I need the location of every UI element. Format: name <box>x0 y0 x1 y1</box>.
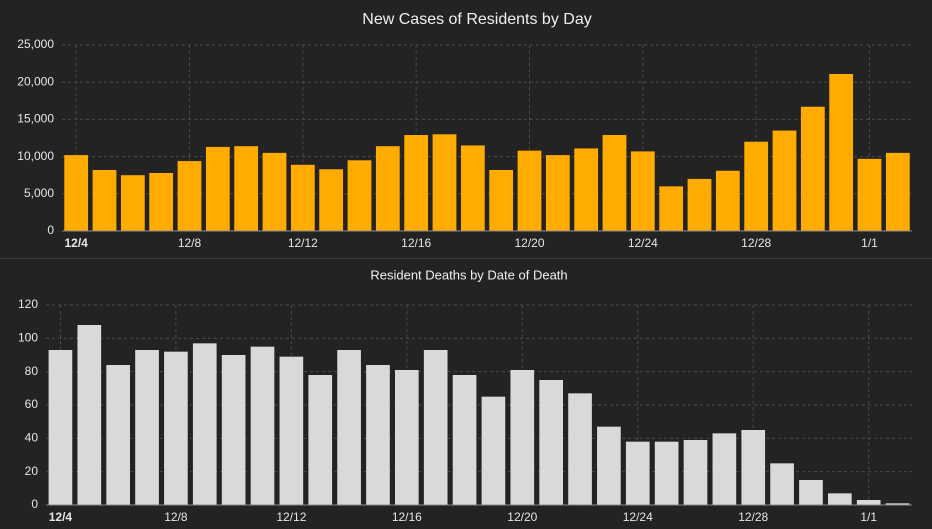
chart-divider <box>0 258 932 259</box>
cases-bar <box>772 130 797 231</box>
deaths-x-tick-label: 12/28 <box>738 510 768 524</box>
cases-y-tick-label: 0 <box>47 223 54 237</box>
cases-bar <box>347 160 372 231</box>
cases-bar <box>234 146 259 231</box>
deaths-chart-title: Resident Deaths by Date of Death <box>370 267 567 282</box>
cases-bar <box>404 135 429 231</box>
cases-bar <box>574 148 599 231</box>
cases-x-tick-label: 12/28 <box>741 236 771 250</box>
deaths-bar <box>106 365 131 505</box>
cases-y-tick-label: 5,000 <box>24 186 54 200</box>
cases-y-tick-label: 20,000 <box>17 74 54 88</box>
deaths-x-tick-label: 12/16 <box>392 510 422 524</box>
cases-x-tick-label: 12/24 <box>628 236 658 250</box>
cases-x-tick-label: 1/1 <box>861 236 878 250</box>
deaths-chart: Resident Deaths by Date of Death 0 20 40 60 8… <box>18 267 912 524</box>
deaths-bar <box>192 343 217 505</box>
deaths-y-tick-label: 60 <box>25 397 39 411</box>
deaths-bar <box>827 493 852 505</box>
deaths-bar <box>597 426 621 505</box>
cases-x-tick-label: 12/4 <box>64 236 88 250</box>
cases-chart: New Cases of Residents by Day 0 5,000 10,00… <box>17 11 912 250</box>
cases-chart-title: New Cases of Residents by Day <box>362 11 591 28</box>
deaths-bar <box>164 351 188 505</box>
deaths-bar <box>568 393 592 505</box>
cases-bar <box>885 152 910 231</box>
cases-y-tick-label: 25,000 <box>17 37 54 51</box>
cases-bar <box>602 135 627 231</box>
cases-bar <box>64 155 89 231</box>
cases-bar <box>545 155 570 231</box>
deaths-bar <box>510 370 535 505</box>
deaths-bar <box>308 375 333 505</box>
deaths-bar <box>625 441 650 505</box>
cases-y-tick-label: 15,000 <box>17 112 54 126</box>
deaths-bar <box>856 500 881 505</box>
cases-bar <box>517 150 542 231</box>
cases-bar <box>432 134 457 231</box>
cases-bar <box>715 170 740 231</box>
cases-bar <box>659 186 684 231</box>
deaths-x-tick-label: 12/24 <box>623 510 653 524</box>
cases-bar <box>489 169 514 231</box>
cases-bar <box>92 169 117 231</box>
deaths-bar <box>221 355 246 505</box>
deaths-x-tick-label: 12/8 <box>164 510 188 524</box>
deaths-bar <box>770 463 794 505</box>
cases-bar <box>149 172 174 231</box>
deaths-bar <box>452 375 477 505</box>
deaths-x-tick-label: 12/12 <box>276 510 306 524</box>
cases-bar <box>319 169 344 231</box>
deaths-bar <box>741 430 766 505</box>
deaths-y-tick-label: 100 <box>18 331 38 345</box>
deaths-bar <box>654 441 679 505</box>
cases-x-tick-label: 12/8 <box>178 236 202 250</box>
deaths-y-tick-label: 40 <box>25 431 39 445</box>
deaths-bar <box>539 380 564 505</box>
cases-bar <box>744 141 769 231</box>
deaths-bar <box>135 350 159 505</box>
cases-bar <box>630 151 655 231</box>
cases-bar <box>262 152 287 231</box>
deaths-bar <box>366 365 390 505</box>
deaths-bar <box>683 440 708 505</box>
cases-bar <box>857 158 882 231</box>
cases-bar <box>205 146 230 231</box>
deaths-bar <box>712 433 737 505</box>
deaths-bar <box>279 356 304 505</box>
cases-bar <box>375 146 400 231</box>
deaths-bar <box>48 350 73 505</box>
cases-bar <box>290 164 315 231</box>
deaths-y-tick-label: 0 <box>31 497 38 511</box>
deaths-bar <box>394 370 419 505</box>
cases-bar <box>800 106 825 231</box>
deaths-bar <box>481 396 506 505</box>
cases-bar <box>829 74 854 232</box>
deaths-x-tick-label: 12/20 <box>507 510 537 524</box>
deaths-bar <box>77 325 102 505</box>
deaths-y-tick-label: 20 <box>25 464 39 478</box>
deaths-bar <box>885 503 910 505</box>
deaths-x-tick-label: 1/1 <box>860 510 877 524</box>
cases-x-tick-label: 12/12 <box>288 236 318 250</box>
cases-x-tick-label: 12/20 <box>514 236 544 250</box>
cases-bar <box>120 175 145 231</box>
cases-bar <box>177 161 202 231</box>
cases-bar <box>687 178 712 231</box>
deaths-bar <box>250 346 275 505</box>
deaths-y-tick-label: 80 <box>25 364 39 378</box>
deaths-bar <box>423 350 448 505</box>
deaths-bar <box>799 480 823 505</box>
cases-bar <box>460 145 485 231</box>
cases-y-tick-label: 10,000 <box>17 149 54 163</box>
deaths-x-tick-label: 12/4 <box>49 510 73 524</box>
cases-x-tick-label: 12/16 <box>401 236 431 250</box>
deaths-y-tick-label: 120 <box>18 297 38 311</box>
deaths-bar <box>337 350 361 505</box>
